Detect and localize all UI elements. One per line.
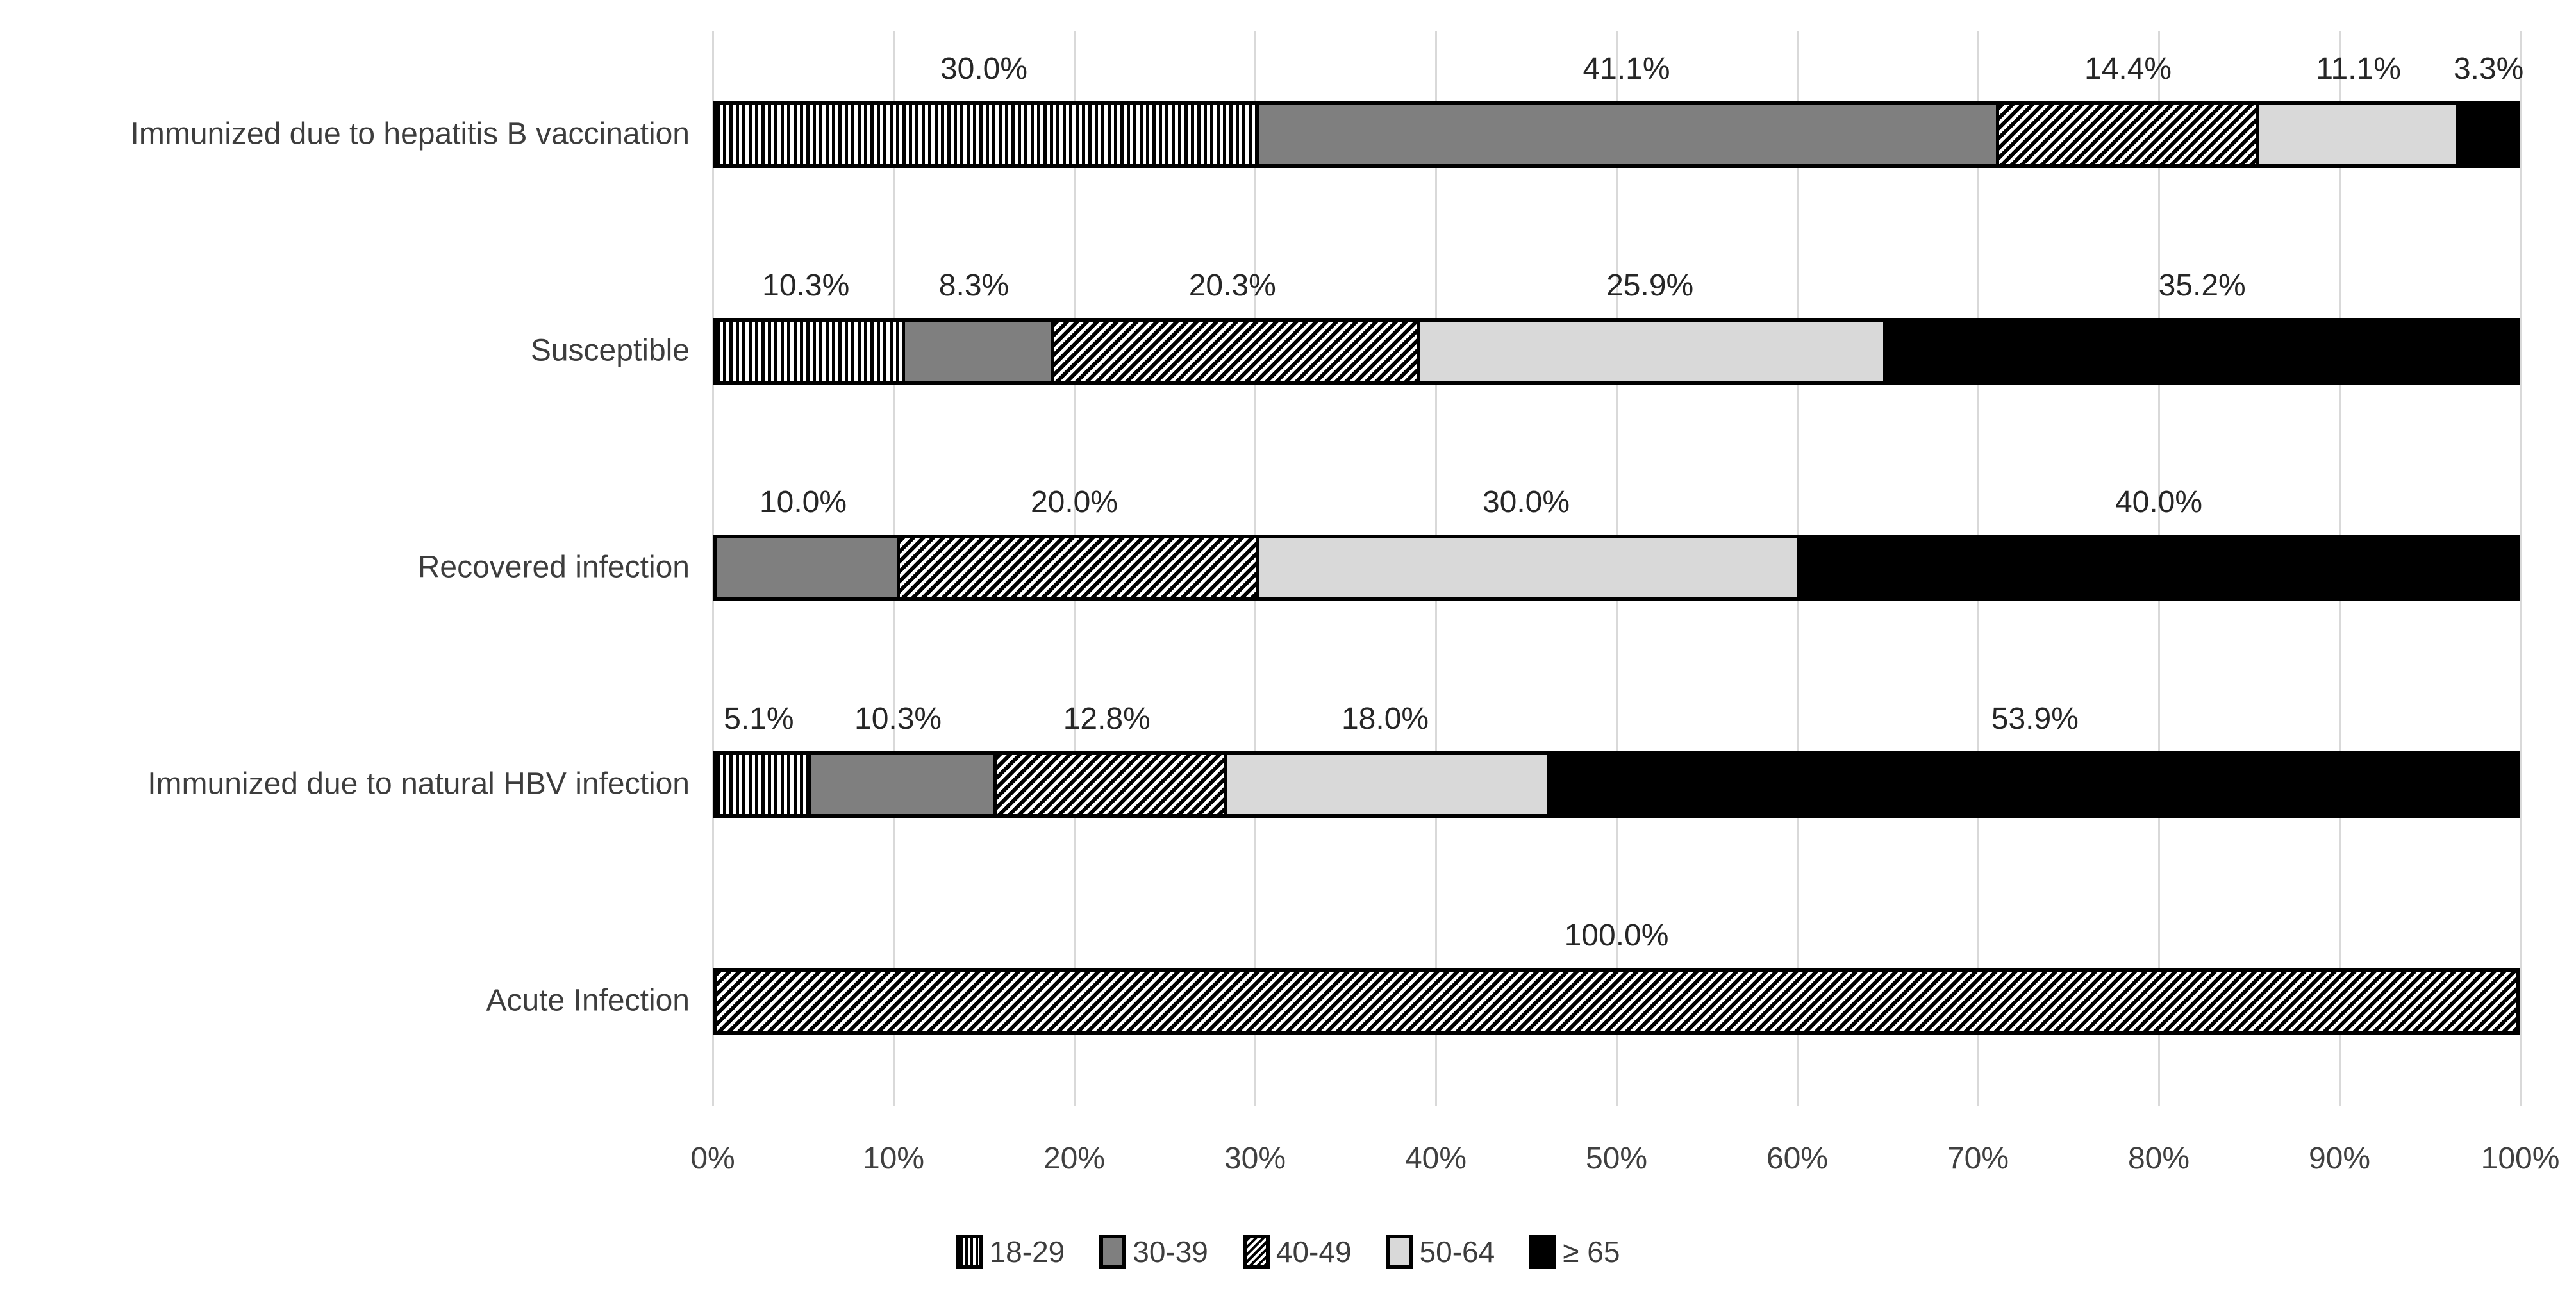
value-label: 53.9%	[1991, 702, 2079, 736]
value-label: 10.3%	[854, 702, 942, 736]
value-label: 14.4%	[2084, 52, 2172, 86]
category-label: Acute Infection	[486, 983, 690, 1018]
legend-swatch-age-50-64	[1386, 1235, 1413, 1269]
legend-item: 50-64	[1386, 1235, 1495, 1269]
bar-segment-age-50-64	[1224, 755, 1547, 814]
value-label: 30.0%	[1482, 485, 1570, 519]
value-label: 20.3%	[1188, 269, 1276, 303]
bar-segment-age-40-49	[1051, 322, 1417, 381]
value-label: 30.0%	[940, 52, 1028, 86]
bar-segment-age-30-39	[902, 322, 1052, 381]
bar-row	[713, 101, 2520, 168]
bar-segment-age-40-49	[1996, 105, 2256, 164]
bar-row	[713, 968, 2520, 1035]
x-tick-label: 20%	[1043, 1142, 1106, 1176]
bar-segment-age-ge-65	[1547, 755, 2516, 814]
value-label: 12.8%	[1063, 702, 1151, 736]
bar-segment-age-30-39	[717, 538, 897, 597]
value-label: 41.1%	[1583, 52, 1670, 86]
legend: 18-29 30-39 40-49 50-64 ≥ 65	[0, 1235, 2576, 1269]
value-label: 20.0%	[1030, 485, 1118, 519]
bar-row	[713, 535, 2520, 601]
bar-segment-age-50-64	[1417, 322, 1883, 381]
value-label: 25.9%	[1606, 269, 1694, 303]
bar-segment-age-30-39	[808, 755, 993, 814]
legend-swatch-age-18-29	[956, 1235, 983, 1269]
category-label: Recovered infection	[417, 550, 690, 585]
bar-segment-age-18-29	[717, 755, 809, 814]
legend-item: 40-49	[1242, 1235, 1352, 1269]
x-tick-label: 60%	[1766, 1142, 1829, 1176]
legend-label: 50-64	[1419, 1235, 1495, 1268]
legend-item: 18-29	[956, 1235, 1065, 1269]
category-label: Immunized due to hepatitis B vaccination	[130, 117, 690, 151]
value-label: 5.1%	[724, 702, 794, 736]
category-label: Susceptible	[530, 333, 690, 368]
x-tick-label: 80%	[2127, 1142, 2190, 1176]
legend-label: 40-49	[1276, 1235, 1352, 1268]
bar-row	[713, 318, 2520, 385]
x-tick-label: 30%	[1224, 1142, 1286, 1176]
bar-segment-age-ge-65	[1882, 322, 2516, 381]
legend-item: ≥ 65	[1529, 1235, 1620, 1269]
value-label: 35.2%	[2158, 269, 2246, 303]
bar-segment-age-40-49	[993, 755, 1224, 814]
legend-item: 30-39	[1099, 1235, 1208, 1269]
bar-segment-age-ge-65	[2455, 105, 2516, 164]
bar-segment-age-18-29	[717, 322, 902, 381]
category-label: Immunized due to natural HBV infection	[147, 767, 690, 801]
bar-segment-age-30-39	[1256, 105, 1997, 164]
legend-label: 30-39	[1133, 1235, 1208, 1268]
bar-segment-age-40-49	[896, 538, 1257, 597]
bar-segment-age-40-49	[717, 972, 2516, 1031]
x-tick-label: 40%	[1404, 1142, 1467, 1176]
x-tick-label: 50%	[1585, 1142, 1648, 1176]
x-tick-label: 90%	[2308, 1142, 2371, 1176]
legend-swatch-age-ge-65	[1529, 1235, 1557, 1269]
legend-label: ≥ 65	[1563, 1235, 1620, 1268]
value-label: 11.1%	[2316, 52, 2401, 86]
gridline	[2519, 31, 2522, 1106]
value-label: 100.0%	[1564, 919, 1669, 952]
bar-segment-age-50-64	[1256, 538, 1797, 597]
x-tick-label: 70%	[1947, 1142, 2009, 1176]
legend-swatch-age-40-49	[1242, 1235, 1270, 1269]
value-label: 40.0%	[2115, 485, 2203, 519]
bar-segment-age-18-29	[717, 105, 1257, 164]
bar-row	[713, 751, 2520, 818]
value-label: 10.3%	[762, 269, 850, 303]
bar-segment-age-50-64	[2255, 105, 2456, 164]
bar-segment-age-ge-65	[1796, 538, 2516, 597]
value-label: 10.0%	[759, 485, 847, 519]
x-tick-label: 100%	[2480, 1142, 2560, 1176]
legend-label: 18-29	[989, 1235, 1065, 1268]
value-label: 3.3%	[2453, 52, 2524, 86]
x-tick-label: 0%	[690, 1142, 735, 1176]
legend-swatch-age-30-39	[1099, 1235, 1127, 1269]
x-tick-label: 10%	[862, 1142, 925, 1176]
value-label: 8.3%	[938, 269, 1010, 303]
value-label: 18.0%	[1341, 702, 1429, 736]
